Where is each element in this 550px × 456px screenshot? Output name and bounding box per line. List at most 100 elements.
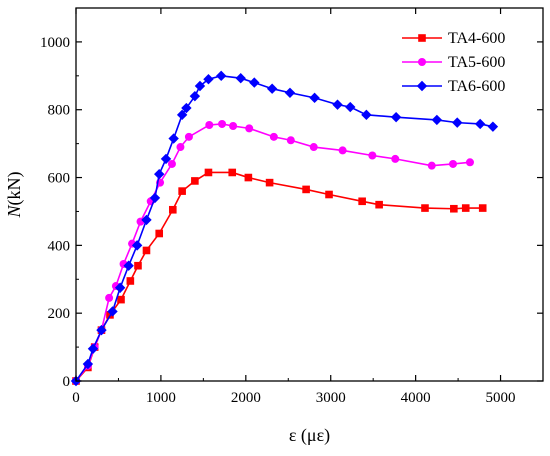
legend-marker — [418, 58, 426, 66]
y-axis-title: N(kN) — [4, 171, 25, 218]
data-point — [375, 200, 383, 209]
data-point — [245, 124, 254, 133]
data-point — [338, 146, 347, 155]
data-point — [361, 109, 372, 121]
legend-entry: TA6-600 — [402, 78, 505, 95]
data-point — [142, 246, 151, 255]
x-tick-label: 1000 — [146, 390, 176, 406]
series-TA5-600 — [72, 119, 474, 385]
data-point — [474, 118, 486, 130]
data-point — [421, 204, 429, 212]
y-axis-title-unit: (kN) — [4, 171, 25, 205]
legend-entry: TA4-600 — [402, 30, 505, 47]
x-tick-label: 5000 — [486, 390, 516, 406]
data-point — [244, 173, 253, 182]
legend-label: TA4-600 — [448, 30, 505, 47]
legend-label: TA6-600 — [448, 78, 505, 95]
data-point — [302, 185, 310, 194]
y-tick-label: 1000 — [40, 35, 70, 51]
data-point — [117, 295, 125, 304]
data-point — [87, 343, 99, 354]
data-point — [114, 282, 126, 293]
data-point — [181, 102, 192, 114]
data-point — [249, 77, 260, 88]
data-point — [218, 119, 227, 128]
x-tick-label: 2000 — [231, 390, 261, 406]
data-point — [228, 168, 237, 177]
data-point — [461, 204, 470, 212]
data-point — [176, 143, 185, 152]
legend: TA4-600 TA5-600 TA6-600 — [402, 30, 505, 95]
data-point — [155, 229, 164, 238]
data-point — [309, 143, 318, 152]
data-point — [134, 261, 142, 270]
data-point — [154, 168, 165, 180]
data-point — [167, 159, 176, 168]
data-point — [194, 80, 206, 92]
data-point — [96, 324, 107, 336]
axes-layer: 0 1000 2000 3000 4000 5000 0 200 400 600 800 1000 ε … — [4, 7, 544, 446]
x-tick-label: 3000 — [316, 390, 346, 406]
data-point — [176, 109, 188, 121]
data-point — [269, 132, 278, 141]
data-point — [82, 358, 94, 370]
data-point — [358, 197, 366, 206]
data-point — [105, 293, 114, 302]
data-point — [235, 72, 246, 84]
data-point — [107, 306, 118, 317]
data-point — [286, 136, 295, 145]
data-point — [390, 111, 402, 123]
data-point — [431, 114, 443, 126]
series-line — [75, 171, 483, 382]
data-point — [325, 190, 333, 199]
data-point — [168, 133, 179, 144]
data-point — [448, 159, 457, 168]
y-tick-label: 600 — [48, 171, 71, 187]
legend-entry: TA5-600 — [402, 54, 505, 71]
x-axis-title: ε (με) — [289, 425, 330, 446]
data-point — [368, 151, 377, 160]
data-point — [189, 90, 201, 102]
y-tick-label: 0 — [63, 374, 71, 390]
data-point — [191, 177, 199, 185]
data-point — [184, 132, 193, 141]
series-layer — [70, 70, 499, 387]
data-point — [205, 120, 214, 129]
x-tick-label: 4000 — [401, 390, 431, 406]
data-point — [141, 214, 152, 226]
legend-marker — [416, 80, 428, 92]
data-point — [478, 204, 487, 212]
y-tick-label: 400 — [48, 238, 71, 254]
data-point — [149, 192, 161, 204]
data-point — [465, 158, 474, 167]
data-point — [178, 187, 186, 195]
legend-label: TA5-600 — [448, 54, 505, 71]
x-tick-label: 0 — [72, 390, 80, 406]
data-point — [452, 117, 463, 128]
data-point — [450, 204, 458, 213]
data-point — [123, 260, 134, 271]
data-point — [309, 92, 320, 104]
series-line — [75, 123, 471, 382]
data-point — [427, 161, 436, 170]
data-point — [332, 99, 343, 110]
legend-marker — [418, 34, 426, 42]
y-tick-label: 800 — [48, 103, 71, 119]
data-point — [204, 168, 213, 177]
series-TA6-600 — [70, 70, 499, 387]
data-point — [265, 178, 274, 187]
data-point — [284, 87, 296, 98]
data-point — [126, 277, 135, 285]
data-point — [487, 121, 499, 132]
plot-frame — [75, 7, 544, 382]
data-point — [229, 122, 238, 131]
data-point — [391, 154, 400, 163]
y-tick-label: 200 — [48, 306, 71, 322]
data-point — [160, 153, 172, 165]
data-point — [345, 101, 356, 113]
y-axis-title-symbol: N — [4, 205, 24, 219]
data-point — [168, 205, 177, 214]
data-point — [215, 70, 227, 82]
